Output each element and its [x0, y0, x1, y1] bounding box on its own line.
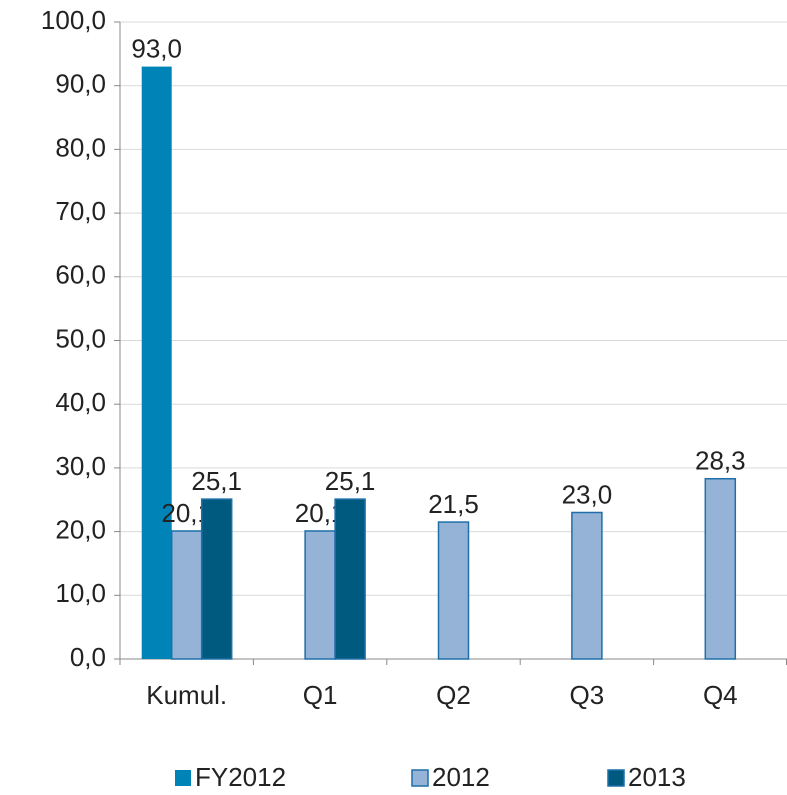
x-tick-label: Kumul. [146, 680, 227, 710]
legend-label: FY2012 [195, 762, 286, 792]
x-tick-label: Q3 [570, 680, 605, 710]
bar [437, 521, 470, 660]
y-tick-label: 20,0 [55, 514, 106, 544]
x-tick-label: Q1 [303, 680, 338, 710]
bar [200, 498, 233, 660]
value-label: 21,5 [428, 489, 479, 519]
y-tick-label: 0,0 [70, 642, 106, 672]
bar [571, 511, 603, 660]
x-tick-label: Q2 [436, 680, 471, 710]
legend-swatch [175, 770, 191, 786]
value-label: 93,0 [131, 33, 182, 63]
bar [141, 66, 172, 660]
y-tick-label: 90,0 [55, 69, 106, 99]
bar [334, 498, 366, 660]
legend-swatch [411, 769, 429, 787]
y-tick-label: 40,0 [55, 387, 106, 417]
bar [304, 530, 336, 660]
x-tick-label: Q4 [703, 680, 738, 710]
value-label: 23,0 [562, 479, 613, 509]
legend-swatch [607, 769, 625, 787]
value-label: 28,3 [695, 446, 746, 476]
value-label: 25,1 [191, 466, 242, 496]
legend-label: 2013 [628, 762, 686, 792]
y-tick-label: 70,0 [55, 196, 106, 226]
bar [170, 530, 203, 660]
value-label: 25,1 [325, 466, 376, 496]
y-tick-label: 100,0 [41, 5, 106, 35]
bar [704, 477, 737, 660]
y-tick-label: 50,0 [55, 323, 106, 353]
y-tick-label: 30,0 [55, 451, 106, 481]
y-tick-label: 60,0 [55, 260, 106, 290]
y-tick-label: 10,0 [55, 578, 106, 608]
legend-label: 2012 [432, 762, 490, 792]
y-tick-label: 80,0 [55, 132, 106, 162]
